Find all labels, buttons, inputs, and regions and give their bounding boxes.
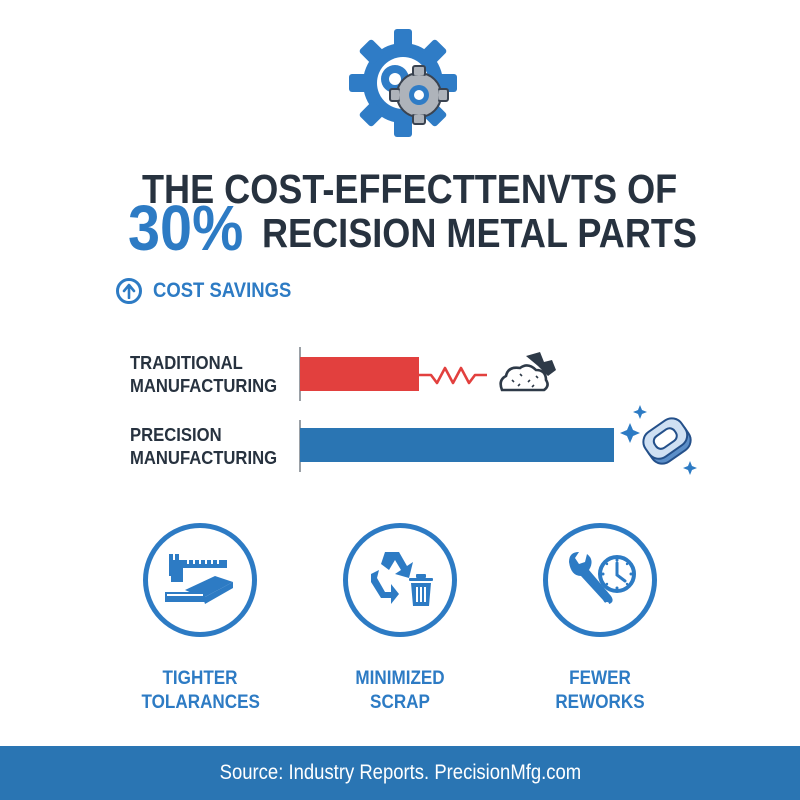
label-line: TOLARANCES	[141, 692, 260, 713]
gears-icon	[345, 25, 465, 140]
cost-savings-label: COST SAVINGS	[153, 279, 292, 302]
label-line: MANUFACTURING	[130, 375, 278, 396]
arrow-up-circle-icon	[116, 278, 142, 304]
label-line: MINIMIZED	[355, 668, 445, 689]
wrench-clock-icon	[569, 552, 636, 606]
source-text: Source: Industry Reports. PrecisionMfg.c…	[219, 761, 581, 784]
label-line: REWORKS	[555, 692, 645, 713]
zigzag-icon	[419, 360, 489, 395]
feature-fewer-reworks: FEWER REWORKS	[535, 523, 665, 715]
recycle-trash-icon	[371, 552, 433, 606]
title-line-1: THE COST-EFFECTTENVTS OF	[142, 166, 678, 212]
feature-ring	[343, 523, 457, 637]
feature-label: FEWER REWORKS	[542, 667, 659, 715]
precision-label: PRECISION MANUFACTURING	[130, 423, 277, 469]
label-line: TIGHTER	[162, 668, 238, 689]
feature-minimized-scrap: MINIMIZED SCRAP	[335, 523, 465, 715]
footer-bar: Source: Industry Reports. PrecisionMfg.c…	[0, 746, 800, 800]
feature-label: TIGHTER TOLARANCES	[141, 667, 260, 715]
sparkling-metal-part-icon	[620, 403, 705, 483]
highlight-stat: 30%	[128, 192, 244, 264]
precision-bar	[300, 428, 614, 462]
feature-tighter-tolerances: TIGHTER TOLARANCES	[135, 523, 265, 715]
caliper-icon	[165, 554, 233, 604]
traditional-bar	[300, 357, 419, 391]
label-line: TRADITIONAL	[130, 352, 243, 373]
label-line: MANUFACTURING	[130, 447, 278, 468]
label-line: PRECISION	[130, 424, 222, 445]
traditional-label: TRADITIONAL MANUFACTURING	[130, 351, 277, 397]
scrap-pile-icon	[498, 350, 560, 401]
label-line: SCRAP	[370, 692, 430, 713]
cost-savings-badge: COST SAVINGS	[116, 278, 310, 304]
feature-ring	[543, 523, 657, 637]
title-line-2: RECISION METAL PARTS	[262, 210, 697, 256]
label-line: FEWER	[569, 668, 631, 689]
feature-label: MINIMIZED SCRAP	[342, 667, 459, 715]
feature-ring	[143, 523, 257, 637]
